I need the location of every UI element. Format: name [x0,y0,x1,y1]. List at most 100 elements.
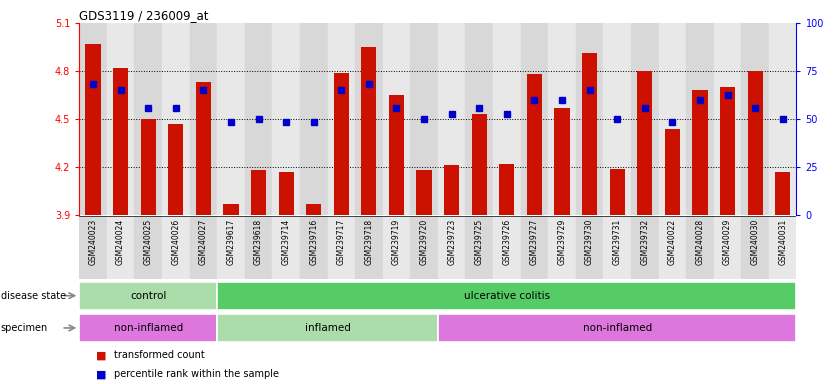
Bar [217,216,244,279]
Bar [631,216,659,279]
Bar [416,170,432,215]
Text: GSM239714: GSM239714 [282,219,290,265]
Bar [244,23,273,215]
Text: transformed count: transformed count [114,350,205,360]
Bar [548,216,575,279]
Bar [438,23,465,215]
Text: GSM240027: GSM240027 [198,219,208,265]
Text: GSM239725: GSM239725 [475,219,484,265]
Bar [548,23,575,215]
Text: GSM239726: GSM239726 [502,219,511,265]
Bar [410,23,438,215]
Bar [438,314,796,342]
Bar [361,47,376,215]
Bar [189,216,217,279]
Bar [107,23,134,215]
Bar [328,216,355,279]
Bar [107,216,134,279]
Text: non-inflamed: non-inflamed [582,323,652,333]
Bar [659,216,686,279]
Bar [79,281,217,310]
Text: GSM239719: GSM239719 [392,219,401,265]
Bar [520,216,548,279]
Bar [438,216,465,279]
Bar [168,124,183,215]
Bar [134,216,162,279]
Bar [637,71,652,215]
Bar [686,216,714,279]
Bar [555,108,570,215]
Bar [217,281,796,310]
Bar [224,204,239,215]
Bar [383,216,410,279]
Text: control: control [130,291,166,301]
Bar [769,216,796,279]
Bar [389,95,404,215]
Bar [134,23,162,215]
Bar [692,90,707,215]
Text: GDS3119 / 236009_at: GDS3119 / 236009_at [79,9,208,22]
Bar [582,53,597,215]
Bar [217,23,244,215]
Bar [575,23,603,215]
Text: GSM240026: GSM240026 [171,219,180,265]
Bar [162,23,189,215]
Bar [306,204,321,215]
Bar [217,314,438,342]
Text: GSM240030: GSM240030 [751,219,760,265]
Text: percentile rank within the sample: percentile rank within the sample [114,369,279,379]
Bar [410,216,438,279]
Bar [603,23,631,215]
Text: disease state: disease state [1,291,66,301]
Bar [355,216,383,279]
Bar [244,216,273,279]
Bar [714,23,741,215]
Text: GSM240023: GSM240023 [88,219,98,265]
Bar [251,170,266,215]
Text: GSM240025: GSM240025 [143,219,153,265]
Bar [79,216,107,279]
Bar [631,23,659,215]
Text: GSM239731: GSM239731 [613,219,621,265]
Bar [500,164,515,215]
Bar [741,23,769,215]
Bar [665,129,680,215]
Bar [273,216,300,279]
Bar [465,216,493,279]
Bar [328,23,355,215]
Bar [741,216,769,279]
Bar [610,169,625,215]
Bar [720,87,735,215]
Bar [300,23,328,215]
Bar [189,23,217,215]
Text: GSM240022: GSM240022 [668,219,677,265]
Bar [113,68,128,215]
Bar [686,23,714,215]
Text: GSM239732: GSM239732 [641,219,649,265]
Text: ■: ■ [96,369,107,379]
Text: GSM240024: GSM240024 [116,219,125,265]
Bar [520,23,548,215]
Bar [775,172,791,215]
Bar [575,216,603,279]
Text: GSM240031: GSM240031 [778,219,787,265]
Text: GSM239720: GSM239720 [420,219,429,265]
Text: GSM240029: GSM240029 [723,219,732,265]
Bar [383,23,410,215]
Bar [355,23,383,215]
Bar [714,216,741,279]
Text: GSM239729: GSM239729 [557,219,566,265]
Text: inflamed: inflamed [304,323,350,333]
Bar [493,23,520,215]
Text: GSM239723: GSM239723 [447,219,456,265]
Text: GSM240028: GSM240028 [696,219,705,265]
Text: specimen: specimen [1,323,48,333]
Bar [79,314,217,342]
Text: ■: ■ [96,350,107,360]
Bar [769,23,796,215]
Bar [493,216,520,279]
Text: ulcerative colitis: ulcerative colitis [464,291,550,301]
Bar [603,216,631,279]
Bar [334,73,349,215]
Bar [141,119,156,215]
